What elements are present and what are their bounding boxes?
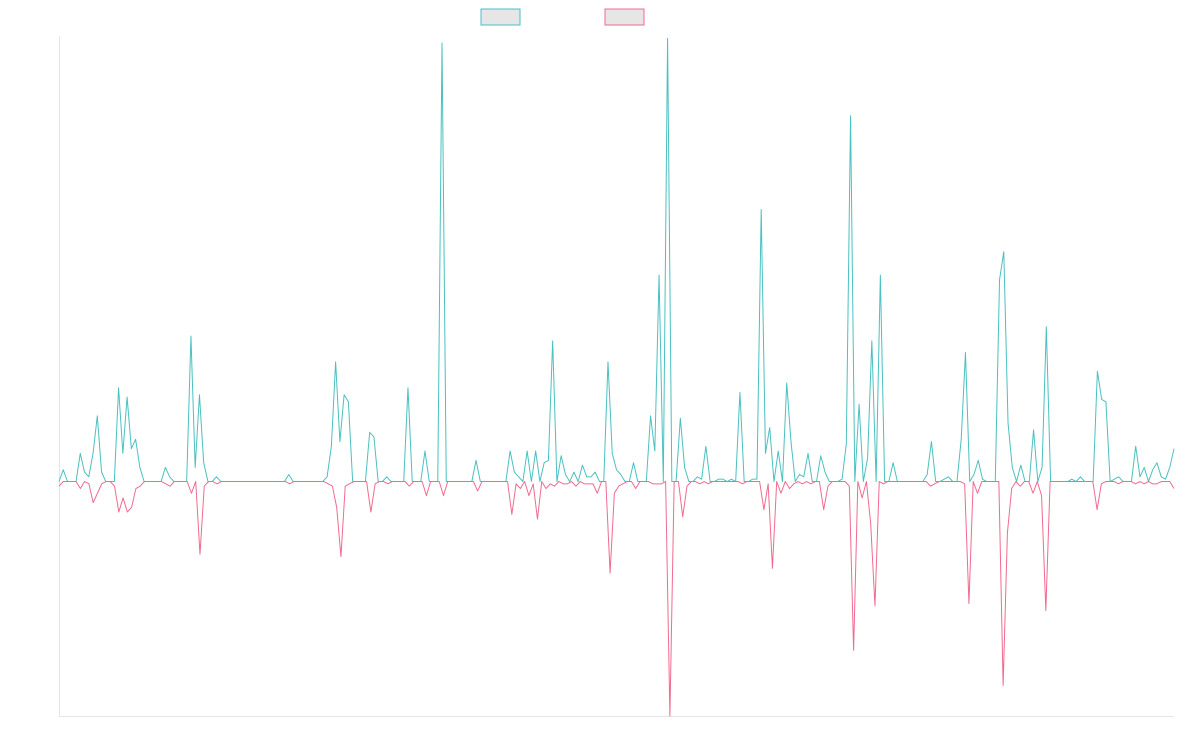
legend-swatch-series-2[interactable]: [604, 8, 645, 26]
legend: [480, 8, 645, 26]
series-line-1[interactable]: [58, 37, 1175, 483]
legend-swatch-series-1[interactable]: [480, 8, 521, 26]
series-line-2[interactable]: [58, 481, 1175, 717]
plot-area: [58, 37, 1175, 717]
